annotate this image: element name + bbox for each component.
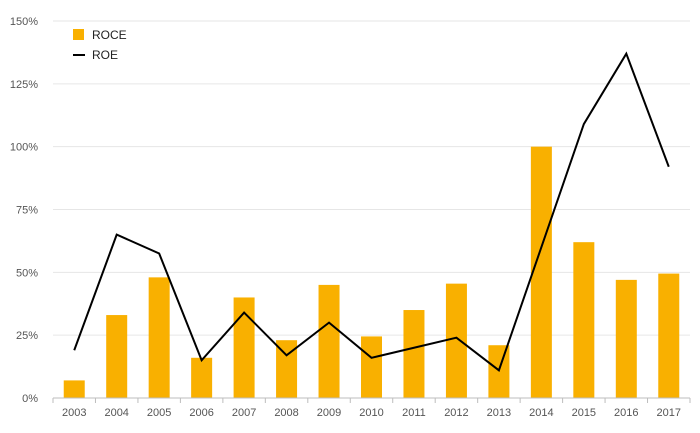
y-tick-label: 75% [16, 205, 38, 217]
roe-line [73, 51, 670, 372]
roce-bar [106, 315, 128, 398]
roce-bar [403, 310, 425, 398]
roce-bar [318, 284, 340, 398]
x-tick-label: 2009 [317, 407, 341, 419]
legend-swatch-roce [73, 29, 84, 40]
roce-bar [445, 283, 467, 398]
y-tick-label: 125% [10, 79, 38, 91]
y-tick-label: 25% [16, 330, 38, 342]
x-tick-label: 2012 [444, 407, 468, 419]
x-tick-label: 2007 [232, 407, 256, 419]
y-tick-label: 50% [16, 267, 38, 279]
x-tick-label: 2016 [614, 407, 638, 419]
roce-bar [658, 273, 680, 398]
x-tick-label: 2011 [402, 407, 426, 419]
y-tick-label: 100% [10, 142, 38, 154]
roce-bar [191, 357, 213, 398]
legend-label-roe: ROE [92, 48, 118, 62]
x-tick-label: 2004 [104, 407, 128, 419]
axes: 0% 25% 50% 75% 100% 125% 150% 2003 2004 2005 2006 2… [10, 16, 691, 419]
y-tick-label: 150% [10, 16, 38, 28]
roce-bar [530, 146, 552, 398]
legend: ROCE ROE [73, 28, 127, 62]
roce-bar [63, 380, 85, 398]
x-tick-label: 2015 [572, 407, 596, 419]
roce-bar [573, 242, 595, 398]
roe-line-series [73, 51, 670, 372]
roce-bar [361, 336, 382, 398]
gridlines [53, 20, 690, 336]
x-tick-label: 2005 [147, 407, 171, 419]
x-tick-label: 2017 [657, 407, 681, 419]
x-tick-label: 2003 [62, 407, 86, 419]
roce-bar [276, 340, 298, 398]
roce-bar [233, 297, 255, 398]
roce-bar [615, 279, 637, 398]
x-tick-label: 2013 [487, 407, 511, 419]
x-tick-label: 2008 [274, 407, 298, 419]
x-tick-label: 2010 [359, 407, 383, 419]
roce-bar [148, 277, 170, 398]
legend-label-roce: ROCE [92, 28, 127, 42]
x-tick-label: 2014 [529, 407, 553, 419]
x-tick-label: 2006 [189, 407, 213, 419]
y-tick-label: 0% [22, 393, 38, 405]
